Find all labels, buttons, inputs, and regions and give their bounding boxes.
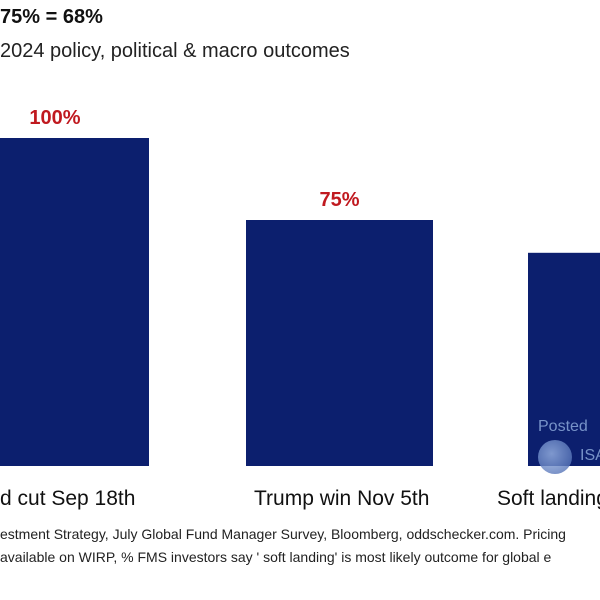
bar-2: [246, 220, 433, 466]
value-label-1: 100%: [29, 107, 80, 129]
bar-1: [0, 138, 149, 466]
method-footnote: available on WIRP, % FMS investors say '…: [0, 549, 552, 565]
source-footnote: estment Strategy, July Global Fund Manag…: [0, 526, 566, 542]
watermark-logo-icon: [538, 440, 572, 474]
bar-3: [528, 252, 600, 466]
watermark-text: Posted: [538, 418, 588, 435]
category-label-3: Soft landing: [497, 487, 600, 510]
chart-title: 75% = 68%: [0, 6, 103, 28]
value-label-2: 75%: [319, 189, 359, 211]
watermark-text-2: ISA: [580, 447, 600, 464]
category-label-2: Trump win Nov 5th: [254, 487, 429, 510]
category-label-1: d cut Sep 18th: [0, 487, 135, 510]
chart-subtitle: 2024 policy, political & macro outcomes: [0, 40, 350, 62]
